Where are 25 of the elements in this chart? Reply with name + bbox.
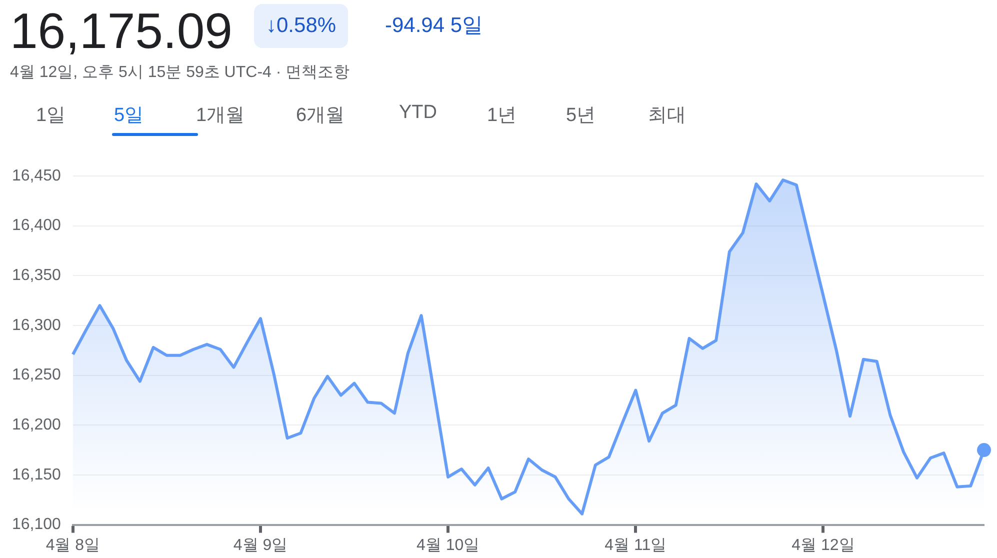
x-tick-label: 4월 9일 [233,536,288,554]
text: 5일 [114,102,196,128]
text: 1년 [487,104,518,128]
chart-title: 16,175.09 [10,2,232,60]
y-tick-label: 16,350 [12,267,62,284]
text: 최대 [648,104,686,128]
x-tick-label: 4월 12일 [792,536,855,554]
chart-subtitle: ↓0.58% [254,4,348,48]
x-tick-label: 4월 8일 [46,536,100,554]
y-tick-label: 16,100 [12,516,62,534]
y-tick-label: 16,300 [12,316,62,334]
text: 1일 [36,104,67,128]
text: 1개월 [196,104,246,128]
y-tick-label: 16,450 [12,167,62,184]
text: 6개월 [296,104,346,128]
text: YTD [399,102,438,125]
y-tick-label: 16,150 [12,466,62,484]
text: -94.94 5일 [385,13,484,39]
x-tick-label: 4월 10일 [416,536,480,554]
text: 5년 [566,104,597,128]
text: 4월 12일, 오후 5시 15분 59초 UTC-4 · 면책조항 [10,63,350,83]
y-tick-label: 16,250 [12,366,62,384]
y-tick-label: 16,200 [12,416,62,434]
y-tick-label: 16,400 [12,217,62,234]
x-tick-label: 4월 11일 [604,536,667,554]
